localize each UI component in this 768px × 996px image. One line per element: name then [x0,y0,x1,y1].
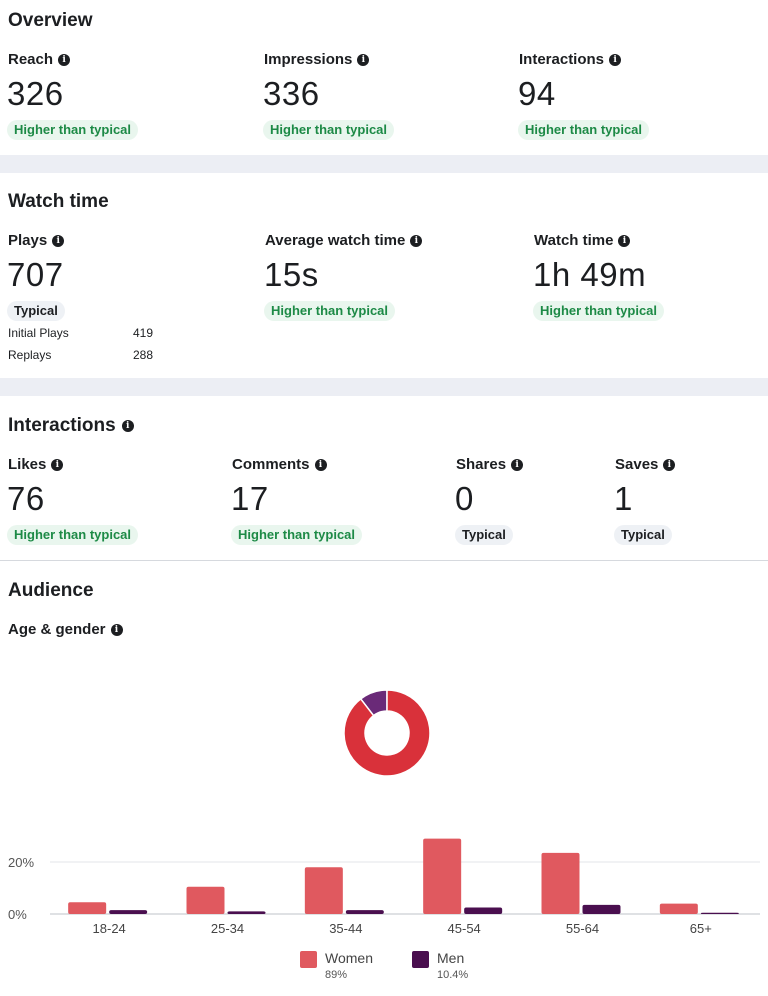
reach-status-badge: Higher than typical [7,120,139,140]
legend-men-label: Men [437,950,465,966]
legend-women-pct: 89% [325,969,348,981]
watch-time-title: Watch time [8,191,109,212]
initial-plays-label: Initial Plays [8,326,69,340]
bar-women-25-34[interactable] [186,886,225,914]
interactions-overview-status-badge: Higher than typical [518,120,650,140]
info-icon[interactable]: i [663,458,676,471]
y-tick-label: 20% [8,855,34,870]
shares-value: 0 [455,480,474,517]
likes-status-badge: Higher than typical [7,525,139,545]
info-icon[interactable]: i [618,234,631,247]
info-icon[interactable]: i [357,53,370,66]
women-swatch [300,951,317,968]
likes-label-text: Likes [8,456,47,473]
legend-women[interactable]: Women 89% [300,950,373,981]
watch-time-value: 1h 49m [533,256,647,293]
watch-time-status-badge: Higher than typical [533,301,665,321]
reach-label-text: Reach [8,51,54,68]
bar-men-18-24[interactable] [109,910,148,914]
plays-status-badge: Typical [7,301,65,321]
section-divider [0,155,768,173]
x-tick-label: 65+ [690,921,712,936]
x-tick-label: 25-34 [211,921,244,936]
comments-status-badge: Higher than typical [231,525,363,545]
info-icon[interactable]: i [511,458,524,471]
saves-status-badge: Typical [614,525,672,545]
interactions-title-text: Interactions [8,415,116,436]
info-icon[interactable]: i [52,234,65,247]
legend-men[interactable]: Men 10.4% [412,950,468,981]
overview-title: Overview [8,10,93,31]
impressions-label-text: Impressions [264,51,353,68]
shares-label-text: Shares [456,456,507,473]
comments-value: 17 [231,480,269,517]
men-swatch [412,951,429,968]
info-icon[interactable]: i [314,458,327,471]
x-tick-label: 55-64 [566,921,599,936]
initial-plays-value: 419 [133,326,154,340]
info-icon[interactable]: i [58,53,71,66]
interactions-overview-label-text: Interactions [519,51,605,68]
reach-label[interactable]: Reach i [8,51,71,68]
bar-women-18-24[interactable] [68,902,107,914]
average-watch-time-value: 15s [264,256,319,293]
info-icon[interactable]: i [121,420,134,432]
legend-men-pct: 10.4% [437,969,469,981]
shares-status-badge: Typical [455,525,513,545]
bar-men-35-44[interactable] [345,910,384,914]
saves-label[interactable]: Saves i [615,456,676,473]
impressions-status-badge: Higher than typical [263,120,395,140]
x-tick-label: 18-24 [93,921,126,936]
section-divider [0,378,768,396]
audience-title: Audience [8,580,94,601]
watch-time-label-text: Watch time [534,232,614,249]
donut-slice-women[interactable] [343,689,431,777]
watch-time-label[interactable]: Watch time i [534,232,631,249]
likes-label[interactable]: Likes i [8,456,64,473]
comments-label-text: Comments [232,456,310,473]
info-icon[interactable]: i [410,234,423,247]
plays-value: 707 [7,256,64,293]
bar-women-55-64[interactable] [541,852,580,914]
interactions-overview-label[interactable]: Interactions i [519,51,622,68]
average-watch-time-label-text: Average watch time [265,232,406,249]
interactions-title[interactable]: Interactions i [8,415,134,437]
age-gender-label-text: Age & gender [8,621,106,638]
bar-women-35-44[interactable] [304,867,343,914]
info-icon[interactable]: i [110,623,123,636]
y-tick-label: 0% [8,907,27,922]
gender-donut-chart [343,689,431,777]
section-divider [0,560,768,561]
info-icon[interactable]: i [51,458,64,471]
saves-value: 1 [614,480,633,517]
age-gender-bar-chart: 0% 20% 18-24 25-34 35-44 45-54 55-64 65+ [8,838,760,936]
bar-men-65+[interactable] [700,912,739,914]
bar-women-65+[interactable] [659,903,698,914]
plays-label[interactable]: Plays i [8,232,65,249]
x-tick-label: 45-54 [448,921,481,936]
impressions-value: 336 [263,75,320,112]
bar-men-25-34[interactable] [227,911,266,914]
legend-women-label: Women [325,950,373,966]
comments-label[interactable]: Comments i [232,456,327,473]
shares-label[interactable]: Shares i [456,456,524,473]
interactions-overview-value: 94 [518,75,556,112]
impressions-label[interactable]: Impressions i [264,51,370,68]
bar-men-55-64[interactable] [582,904,621,914]
likes-value: 76 [7,480,45,517]
bar-women-45-54[interactable] [423,838,462,914]
age-gender-label[interactable]: Age & gender i [8,621,123,638]
average-watch-time-status-badge: Higher than typical [264,301,396,321]
reach-value: 326 [7,75,64,112]
saves-label-text: Saves [615,456,659,473]
plays-label-text: Plays [8,232,48,249]
replays-value: 288 [133,348,154,362]
x-tick-label: 35-44 [329,921,362,936]
bar-men-45-54[interactable] [464,907,503,915]
average-watch-time-label[interactable]: Average watch time i [265,232,423,249]
info-icon[interactable]: i [609,53,622,66]
replays-label: Replays [8,348,52,362]
